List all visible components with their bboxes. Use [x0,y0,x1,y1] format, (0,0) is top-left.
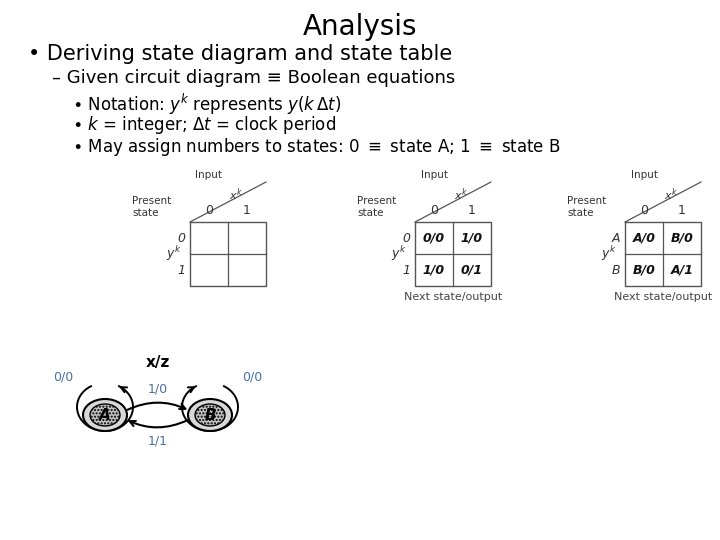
Text: Present
state: Present state [357,196,396,218]
Ellipse shape [83,399,127,431]
Text: $\bullet$ Notation: $y^k$ represents $y(k\,\Delta t)$: $\bullet$ Notation: $y^k$ represents $y(… [72,92,341,117]
Text: 1: 1 [678,204,686,217]
Text: • Deriving state diagram and state table: • Deriving state diagram and state table [28,44,452,64]
Ellipse shape [90,404,120,426]
Text: $\bullet$ May assign numbers to states: 0 $\equiv$ state A; 1 $\equiv$ state B: $\bullet$ May assign numbers to states: … [72,136,561,158]
Text: Present
state: Present state [132,196,171,218]
Text: 1/0: 1/0 [148,382,168,395]
Text: 0: 0 [177,232,185,245]
Bar [415,222,491,286]
Text: 1/0: 1/0 [423,264,445,276]
Text: 1/0: 1/0 [461,232,483,245]
Text: A/0: A/0 [632,232,655,245]
Text: Present
state: Present state [567,196,606,218]
Text: A: A [611,232,620,245]
Text: – Given circuit diagram ≡ Boolean equations: – Given circuit diagram ≡ Boolean equati… [52,69,455,87]
Text: $y^k$: $y^k$ [166,245,182,264]
Bar [625,222,701,286]
Text: 0: 0 [205,204,213,217]
Text: 0/1: 0/1 [461,264,483,276]
Text: A: A [99,408,111,422]
Text: $x^k$: $x^k$ [454,186,468,202]
Text: Input: Input [420,170,448,180]
Text: $y^k$: $y^k$ [392,245,407,264]
Text: B/0: B/0 [670,232,693,245]
Text: Input: Input [196,170,222,180]
Text: B: B [204,408,216,422]
Text: B/0: B/0 [633,264,655,276]
Text: B: B [611,264,620,276]
Text: 0/0: 0/0 [242,370,262,383]
Text: $y^k$: $y^k$ [601,245,617,264]
Text: 1: 1 [402,264,410,276]
Text: $x^k$: $x^k$ [228,186,243,202]
Text: 0: 0 [640,204,648,217]
Text: 0/0: 0/0 [53,370,73,383]
Text: Input: Input [631,170,657,180]
Text: 0: 0 [430,204,438,217]
Ellipse shape [195,404,225,426]
Text: 1: 1 [468,204,476,217]
Text: x/z: x/z [145,355,170,370]
Text: $x^k$: $x^k$ [664,186,678,202]
Text: Next state/output: Next state/output [404,292,502,302]
Text: 1: 1 [177,264,185,276]
Text: A/1: A/1 [670,264,693,276]
Text: $\bullet$ $k$ = integer; $\Delta t$ = clock period: $\bullet$ $k$ = integer; $\Delta t$ = cl… [72,114,336,136]
Text: Next state/output: Next state/output [614,292,712,302]
Ellipse shape [188,399,232,431]
Text: Analysis: Analysis [302,13,418,41]
Text: 0: 0 [402,232,410,245]
Bar [190,222,266,286]
Text: 1: 1 [243,204,251,217]
Text: 0/0: 0/0 [423,232,445,245]
Text: 1/1: 1/1 [148,435,168,448]
